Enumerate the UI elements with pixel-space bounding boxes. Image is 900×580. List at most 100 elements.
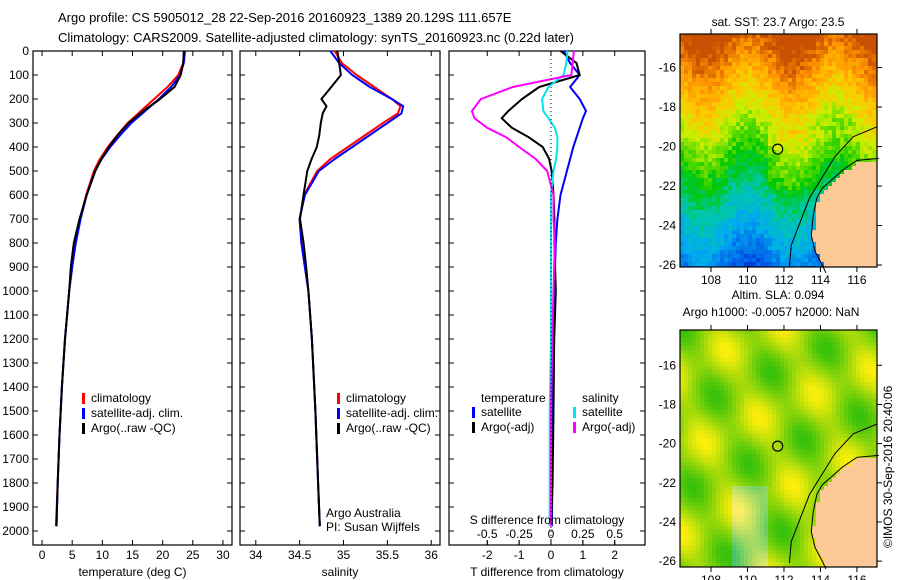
map-cell xyxy=(696,178,701,183)
map-cell xyxy=(716,414,721,419)
map-cell xyxy=(696,170,701,175)
map-cell xyxy=(736,70,741,75)
map-cell xyxy=(752,402,757,407)
map-cell xyxy=(740,534,745,539)
map-cell xyxy=(812,114,817,119)
map-cell xyxy=(848,222,853,227)
map-cell xyxy=(780,258,785,263)
map-cell xyxy=(772,130,777,135)
map-cell xyxy=(720,66,725,71)
map-cell xyxy=(752,58,757,63)
map-cell xyxy=(704,174,709,179)
map-cell xyxy=(708,514,713,519)
map-cell xyxy=(712,458,717,463)
map-cell xyxy=(776,258,781,263)
map-cell xyxy=(768,166,773,171)
map-cell xyxy=(780,162,785,167)
map-cell xyxy=(684,474,689,479)
map-cell xyxy=(832,150,837,155)
map-cell xyxy=(740,222,745,227)
map-cell xyxy=(756,538,761,543)
map-cell xyxy=(812,258,817,263)
map-cell xyxy=(856,46,861,51)
map-cell xyxy=(700,346,705,351)
map-cell xyxy=(784,386,789,391)
map-cell xyxy=(760,158,765,163)
map-cell xyxy=(796,210,801,215)
map-cell xyxy=(724,522,729,527)
map-cell xyxy=(804,226,809,231)
map-cell xyxy=(836,166,841,171)
map-cell xyxy=(708,370,713,375)
map-cell xyxy=(684,418,689,423)
map-cell xyxy=(796,218,801,223)
map-cell xyxy=(760,146,765,151)
map-cell xyxy=(720,158,725,163)
map-cell xyxy=(684,150,689,155)
x-tick-label: 34.5 xyxy=(288,548,312,562)
map-cell xyxy=(724,134,729,139)
map-cell xyxy=(780,542,785,547)
map-cell xyxy=(784,142,789,147)
map-cell xyxy=(864,134,869,139)
map-cell xyxy=(688,426,693,431)
map-cell xyxy=(828,66,833,71)
depth-tick-label: 900 xyxy=(9,260,29,274)
map-cell xyxy=(788,426,793,431)
map-cell xyxy=(724,538,729,543)
map-cell xyxy=(728,446,733,451)
map-cell xyxy=(844,130,849,135)
map-cell xyxy=(764,106,769,111)
map-cell xyxy=(864,150,869,155)
map-cell xyxy=(824,126,829,131)
map-cell xyxy=(756,394,761,399)
map-cell xyxy=(716,446,721,451)
map-cell xyxy=(688,342,693,347)
map-cell xyxy=(764,226,769,231)
map-cell xyxy=(728,254,733,259)
map-cell xyxy=(716,370,721,375)
x-tick-label: 36 xyxy=(425,548,439,562)
map-cell xyxy=(764,234,769,239)
map-cell xyxy=(712,226,717,231)
map-cell xyxy=(680,430,685,435)
map-cell xyxy=(740,342,745,347)
map-cell xyxy=(832,218,837,223)
map-cell xyxy=(784,558,789,563)
map-cell xyxy=(836,110,841,115)
map-cell xyxy=(756,474,761,479)
map-cell xyxy=(684,66,689,71)
map-cell xyxy=(788,130,793,135)
map-cell xyxy=(700,202,705,207)
map-cell xyxy=(852,150,857,155)
map-cell xyxy=(788,138,793,143)
map-cell xyxy=(776,94,781,99)
map-cell xyxy=(836,262,841,267)
map-cell xyxy=(724,370,729,375)
map-cell xyxy=(792,542,797,547)
map-cell xyxy=(680,530,685,535)
map-cell xyxy=(796,370,801,375)
map-cell xyxy=(772,182,777,187)
map-cell xyxy=(760,386,765,391)
map-cell xyxy=(740,234,745,239)
map-cell xyxy=(832,102,837,107)
map-cell xyxy=(680,522,685,527)
map-cell xyxy=(844,50,849,55)
legend-label: Argo(-adj) xyxy=(481,420,534,434)
map-cell xyxy=(748,518,753,523)
map-cell xyxy=(796,234,801,239)
map-cell xyxy=(756,138,761,143)
map-cell xyxy=(784,346,789,351)
map-cell xyxy=(704,222,709,227)
map-cell xyxy=(720,330,725,335)
map-cell xyxy=(720,106,725,111)
map-cell xyxy=(760,178,765,183)
map-cell xyxy=(856,214,861,219)
map-cell xyxy=(768,538,773,543)
map-cell xyxy=(784,494,789,499)
map-cell xyxy=(680,198,685,203)
map-cell xyxy=(716,170,721,175)
map-cell xyxy=(716,46,721,51)
map-cell xyxy=(804,166,809,171)
